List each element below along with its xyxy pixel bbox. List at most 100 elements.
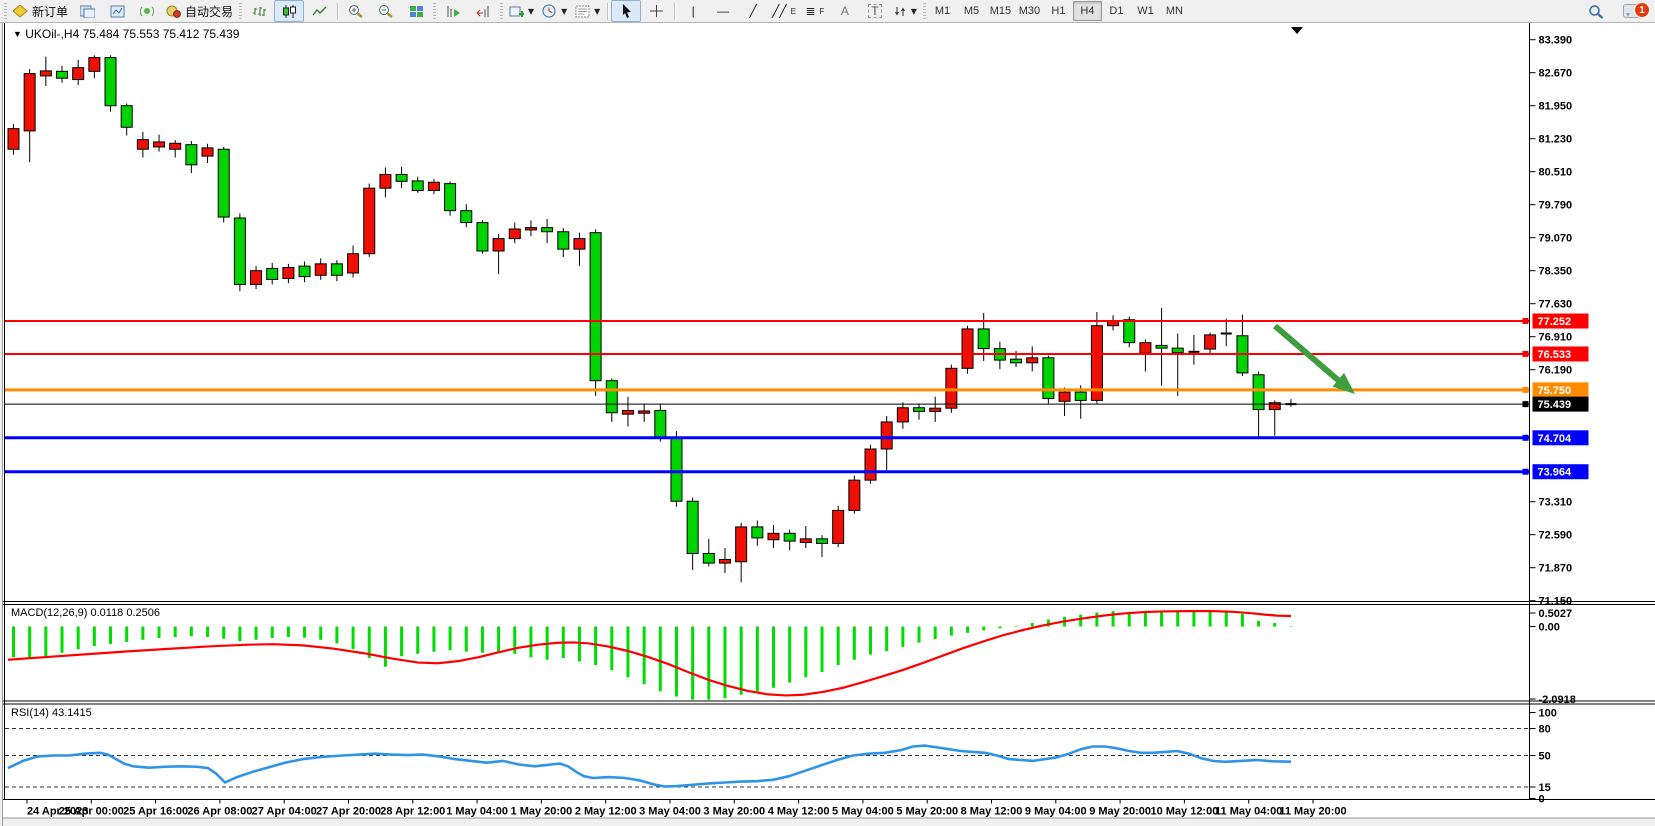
svg-text:3 May 20:00: 3 May 20:00 (703, 806, 765, 818)
channel-tool-button[interactable]: ╱╱ E (768, 0, 800, 22)
svg-text:3 May 04:00: 3 May 04:00 (639, 806, 701, 818)
macd-pane[interactable] (4, 605, 1529, 701)
svg-text:75.750: 75.750 (1538, 385, 1572, 397)
price-badge (1532, 430, 1589, 446)
svg-text:2 May 12:00: 2 May 12:00 (575, 806, 637, 818)
svg-text:0.00: 0.00 (1539, 622, 1560, 634)
tf-button-h1[interactable]: H1 (1051, 5, 1066, 17)
zoom-in-button[interactable] (341, 0, 371, 22)
candle (751, 526, 764, 539)
svg-text:81.230: 81.230 (1539, 134, 1573, 146)
tf-button-m15[interactable]: M15 (989, 5, 1012, 17)
line-handle (1522, 401, 1529, 408)
text-label-tool-button[interactable]: T (860, 0, 890, 22)
tile-windows-icon (409, 5, 423, 17)
data-window-icon (110, 5, 125, 17)
candle (104, 57, 117, 107)
price-badge (1532, 396, 1589, 412)
trendline-tool-button[interactable]: ╱ (738, 0, 768, 22)
notifications-button[interactable]: 1 (1611, 0, 1653, 22)
signals-icon (139, 6, 154, 16)
horizontal-line-tool-button[interactable]: — (708, 0, 738, 22)
tf-button-m5[interactable]: M5 (963, 5, 980, 17)
dropdown-arrow-icon: ▾ (528, 4, 535, 18)
candle (330, 263, 343, 276)
toolbar-grip[interactable] (922, 3, 926, 19)
arrows-tool-button[interactable]: ▾ (890, 0, 921, 22)
signals-button[interactable] (132, 0, 162, 22)
line-handle (1522, 386, 1529, 393)
crosshair-icon (649, 5, 663, 17)
chart-title-collapse-icon[interactable]: ▼ (13, 29, 22, 39)
macd-signal-line (7, 609, 1292, 697)
indicators-button[interactable]: ▾ (505, 0, 538, 22)
tf-button-m1[interactable]: M1 (934, 5, 951, 17)
candle (702, 552, 715, 564)
toolbar-grip[interactable] (500, 3, 504, 19)
toolbar-grip[interactable] (4, 3, 7, 19)
tile-windows-button[interactable] (401, 0, 431, 22)
candlestick-mode-button[interactable] (274, 0, 305, 22)
candle (929, 407, 942, 412)
toolbar-grip[interactable] (239, 3, 243, 19)
horizontal-line-icon: — (717, 4, 730, 18)
templates-button[interactable]: ▾ (571, 0, 604, 22)
tf-button-w1[interactable]: W1 (1137, 5, 1154, 17)
candle (282, 266, 295, 279)
price-chart[interactable]: 77.25276.53375.75075.43974.70473.96483.3… (3, 23, 1655, 826)
toolbar-separator (607, 2, 609, 20)
crosshair-tool-button[interactable] (641, 0, 671, 22)
candle (492, 238, 505, 252)
fibonacci-tool-button[interactable]: ≣ F (800, 0, 830, 22)
tf-button-d1[interactable]: D1 (1109, 5, 1124, 17)
candle (1090, 325, 1103, 401)
market-watch-icon (79, 5, 95, 18)
period-button[interactable]: ▾ (538, 0, 571, 22)
chart-ohlc-values: 75.484 75.553 75.412 75.439 (82, 27, 240, 41)
zoom-out-button[interactable] (371, 0, 401, 22)
line-handle (1522, 468, 1529, 475)
tf-button-h4[interactable]: H4 (1072, 1, 1102, 21)
notification-badge: 1 (1634, 2, 1650, 18)
vertical-line-icon: | (691, 4, 695, 18)
svg-text:5 May 04:00: 5 May 04:00 (832, 806, 894, 818)
text-tool-button[interactable]: A (830, 0, 860, 22)
price-axis[interactable]: 83.390 82.670 81.950 81.230 80.510 79.790 79.0… (1529, 35, 1576, 806)
auto-scroll-button[interactable] (438, 0, 468, 22)
add-indicator-icon (509, 6, 525, 17)
new-order-button[interactable]: 新订单 (9, 0, 72, 22)
search-button[interactable] (1581, 0, 1611, 22)
svg-text:9 May 04:00: 9 May 04:00 (1025, 806, 1087, 818)
auto-trading-button[interactable]: 自动交易 (162, 0, 237, 22)
candle (7, 128, 20, 150)
tf-button-m30[interactable]: M30 (1018, 5, 1041, 17)
cursor-tool-button[interactable] (611, 0, 642, 22)
data-window-button[interactable] (102, 0, 132, 22)
candle (816, 538, 828, 544)
arrow-annotation[interactable] (1273, 323, 1355, 394)
vertical-line-tool-button[interactable]: | (678, 0, 708, 22)
bar-chart-mode-button[interactable] (244, 0, 274, 22)
tf-button-mn[interactable]: MN (1165, 5, 1183, 17)
rsi-line (7, 744, 1292, 788)
svg-text:76.533: 76.533 (1538, 349, 1572, 361)
line-chart-mode-button[interactable] (304, 0, 334, 22)
candle (1204, 334, 1217, 350)
chart-shift-icon (475, 5, 489, 17)
svg-text:74.704: 74.704 (1538, 433, 1573, 445)
rsi-pane[interactable] (4, 704, 1529, 800)
main-pane[interactable] (4, 24, 1529, 602)
text-tool-icon: A (840, 4, 849, 18)
market-watch-button[interactable] (72, 0, 102, 22)
svg-text:81.950: 81.950 (1539, 101, 1573, 113)
chart-shift-button[interactable] (468, 0, 498, 22)
candle (56, 70, 69, 79)
candle (783, 532, 796, 542)
text-label-icon: T (868, 4, 882, 18)
toolbar-grip[interactable] (433, 3, 437, 19)
candle (411, 180, 424, 191)
shift-marker[interactable] (1291, 27, 1303, 34)
svg-text:15: 15 (1539, 782, 1551, 794)
candle (233, 217, 246, 285)
